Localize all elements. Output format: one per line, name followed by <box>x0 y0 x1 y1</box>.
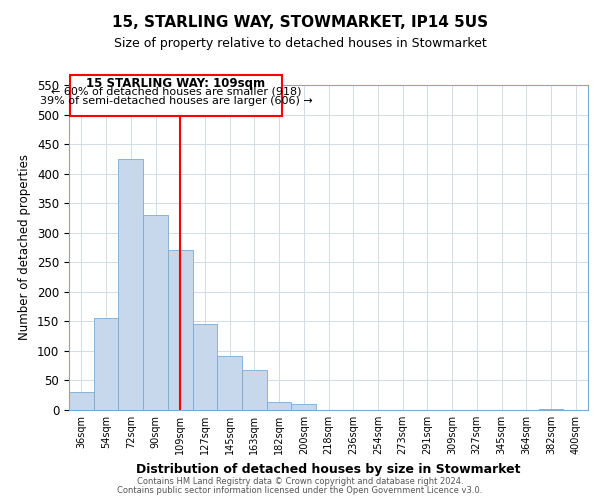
X-axis label: Distribution of detached houses by size in Stowmarket: Distribution of detached houses by size … <box>136 462 521 475</box>
Bar <box>143 215 168 410</box>
Text: 39% of semi-detached houses are larger (606) →: 39% of semi-detached houses are larger (… <box>40 96 312 106</box>
Bar <box>168 250 193 410</box>
Bar <box>539 409 563 410</box>
Y-axis label: Number of detached properties: Number of detached properties <box>19 154 31 340</box>
Text: ← 60% of detached houses are smaller (918): ← 60% of detached houses are smaller (91… <box>50 86 301 97</box>
Bar <box>217 356 242 410</box>
Bar <box>292 404 316 410</box>
Bar <box>193 324 217 410</box>
Text: Contains public sector information licensed under the Open Government Licence v3: Contains public sector information licen… <box>118 486 482 495</box>
Bar <box>118 159 143 410</box>
Bar <box>94 318 118 410</box>
Text: 15 STARLING WAY: 109sqm: 15 STARLING WAY: 109sqm <box>86 77 265 90</box>
Bar <box>242 370 267 410</box>
Text: Contains HM Land Registry data © Crown copyright and database right 2024.: Contains HM Land Registry data © Crown c… <box>137 477 463 486</box>
Bar <box>267 402 292 410</box>
Text: 15, STARLING WAY, STOWMARKET, IP14 5US: 15, STARLING WAY, STOWMARKET, IP14 5US <box>112 15 488 30</box>
FancyBboxPatch shape <box>70 75 282 116</box>
Text: Size of property relative to detached houses in Stowmarket: Size of property relative to detached ho… <box>113 38 487 51</box>
Bar <box>69 392 94 410</box>
